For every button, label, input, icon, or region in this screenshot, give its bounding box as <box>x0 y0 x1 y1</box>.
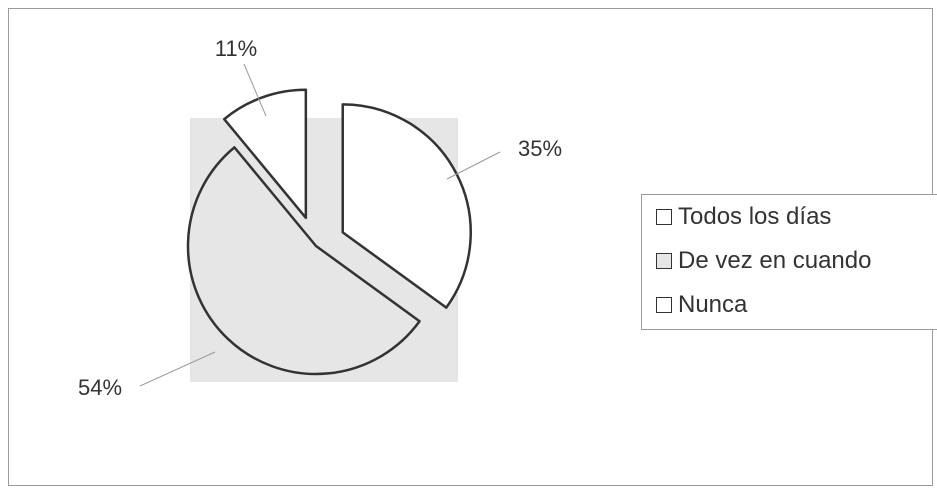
legend-label-nunca: Nunca <box>678 291 748 318</box>
leader-line-todos <box>446 151 501 180</box>
data-label-de-vez: 54% <box>78 375 122 400</box>
legend-item-todos: Todos los días <box>656 203 831 231</box>
leader-line-nunca <box>243 63 267 117</box>
chart-frame: Todos los días De vez en cuando Nunca <box>8 8 937 486</box>
leader-line-de-vez <box>139 351 216 387</box>
data-label-todos: 35% <box>518 136 562 161</box>
legend: Todos los días De vez en cuando Nunca <box>641 194 937 330</box>
legend-label-de-vez: De vez en cuando <box>678 247 872 274</box>
legend-swatch-nunca <box>656 297 672 313</box>
legend-label-todos: Todos los días <box>678 203 832 230</box>
legend-item-nunca: Nunca <box>656 291 747 319</box>
data-label-nunca: 11% <box>215 36 257 61</box>
slice-nunca <box>222 88 308 220</box>
legend-item-de-vez: De vez en cuando <box>656 247 871 275</box>
slice-de-vez <box>186 146 421 376</box>
legend-swatch-de-vez <box>656 253 672 269</box>
legend-swatch-todos <box>656 209 672 225</box>
